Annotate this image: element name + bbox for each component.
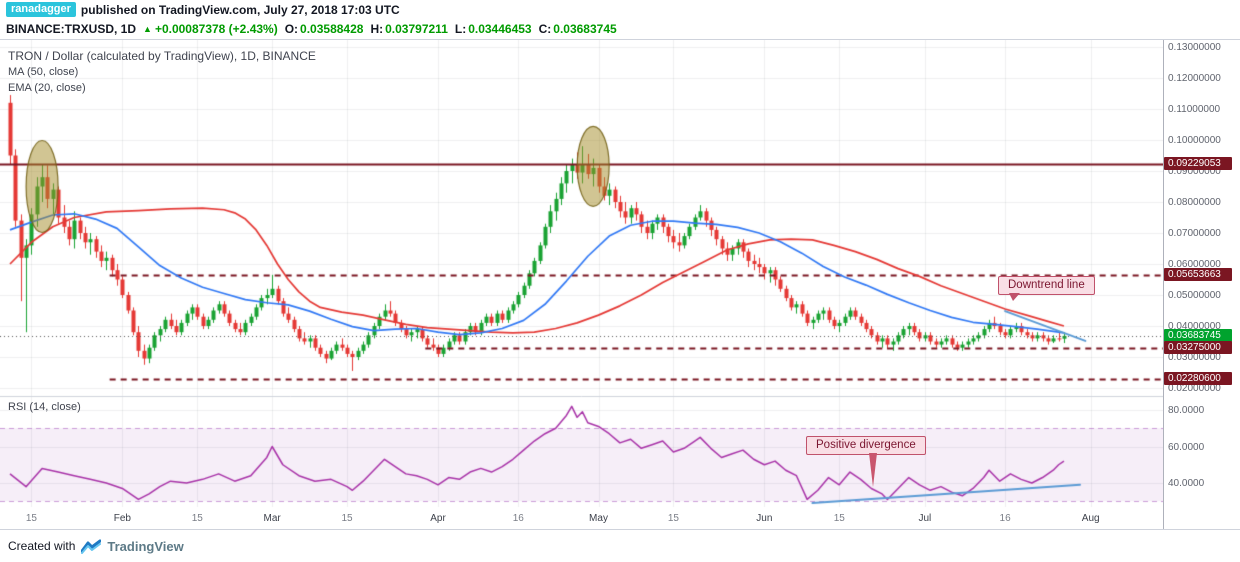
open-label: O: <box>284 22 299 36</box>
price-tick-label: 0.08000000 <box>1168 197 1221 208</box>
tradingview-brand[interactable]: TradingView <box>107 538 184 554</box>
price-tick-label: 0.10000000 <box>1168 135 1221 146</box>
ohlc-low: L: 0.03446453 <box>455 22 532 36</box>
downtrend-callout[interactable]: Downtrend line <box>998 276 1095 301</box>
price-tick-label: 0.12000000 <box>1168 73 1221 84</box>
publish-bar: ranadagger published on TradingView.com,… <box>0 0 1240 19</box>
time-tick-label: Jul <box>918 513 932 524</box>
close-label: C: <box>538 22 552 36</box>
downtrend-callout-label: Downtrend line <box>1008 279 1085 291</box>
close-value: 0.03683745 <box>553 22 617 36</box>
price-tick-label: 0.11000000 <box>1168 104 1221 115</box>
time-tick-label: Aug <box>1081 513 1100 524</box>
level-price-badge: 0.09229053 <box>1164 156 1232 170</box>
time-tick-label: 16 <box>512 513 524 524</box>
time-tick-label: 15 <box>191 513 203 524</box>
created-with-label: Created with <box>8 539 76 553</box>
price-axis[interactable]: 0.13000000 0.12000000 0.11000000 0.10000000… <box>1163 40 1240 529</box>
chart-area: TRON / Dollar (calculated by TradingView… <box>0 39 1240 530</box>
rsi-tick-label: 60.0000 <box>1168 441 1205 453</box>
low-value: 0.03446453 <box>468 22 532 36</box>
ohlc-open: O: 0.03588428 <box>285 22 364 36</box>
ma-legend[interactable]: MA (50, close) <box>8 66 79 78</box>
time-tick-label: 15 <box>667 513 679 524</box>
chart-canvas[interactable] <box>0 40 1163 508</box>
chart-title: TRON / Dollar (calculated by TradingView… <box>8 49 316 63</box>
up-triangle-icon: ▲ <box>143 24 152 34</box>
price-tick-label: 0.09000000 <box>1168 166 1221 177</box>
price-tick-label: 0.06000000 <box>1168 259 1221 270</box>
price-tick-label: 0.02000000 <box>1168 383 1221 394</box>
rsi-tick-label: 80.0000 <box>1168 405 1205 416</box>
level-price-badge: 0.05653663 <box>1164 267 1232 281</box>
time-tick-label: 15 <box>25 513 37 524</box>
price-tick-label: 0.07000000 <box>1168 228 1221 239</box>
time-tick-label: Apr <box>430 513 446 524</box>
price-change: +0.00087378 (+2.43%) <box>154 22 278 36</box>
time-tick-label: Jun <box>756 513 773 524</box>
price-tick-label: 0.04000000 <box>1168 321 1221 332</box>
divergence-callout[interactable]: Positive divergence <box>806 436 926 487</box>
ohlc-close: C: 0.03683745 <box>539 22 617 36</box>
ema-legend[interactable]: EMA (20, close) <box>8 82 86 94</box>
level-price-badge: 0.02280600 <box>1164 372 1232 386</box>
time-tick-label: Feb <box>113 513 131 524</box>
ohlc-high: H: 0.03797211 <box>370 22 447 36</box>
low-label: L: <box>454 22 467 36</box>
price-tick-label: 0.03000000 <box>1168 352 1221 363</box>
rsi-legend[interactable]: RSI (14, close) <box>8 401 81 413</box>
level-price-badge: 0.03275000 <box>1164 341 1232 355</box>
time-tick-label: May <box>589 513 608 524</box>
high-label: H: <box>370 22 384 36</box>
high-value: 0.03797211 <box>385 22 448 36</box>
open-value: 0.03588428 <box>300 22 364 36</box>
symbol-bar: BINANCE:TRXUSD, 1D ▲ +0.00087378 (+2.43%… <box>0 19 1240 39</box>
time-tick-label: 16 <box>999 513 1011 524</box>
attribution-footer: Created with TradingView <box>0 530 1240 562</box>
time-tick-label: 15 <box>341 513 353 524</box>
symbol-name: BINANCE:TRXUSD, 1D <box>6 22 137 36</box>
author-badge[interactable]: ranadagger <box>6 2 76 17</box>
last-price-badge: 0.03683745 <box>1164 328 1232 342</box>
price-tick-label: 0.13000000 <box>1168 42 1221 53</box>
time-axis[interactable]: 15 Feb 15 Mar 15 Apr 16 May 15 Jun 15 Jul 16 Aug <box>0 508 1163 529</box>
time-tick-label: Mar <box>263 513 281 524</box>
divergence-callout-label: Positive divergence <box>816 439 916 451</box>
tradingview-logo-icon <box>81 539 102 554</box>
rsi-tick-label: 40.0000 <box>1168 478 1205 489</box>
time-tick-label: 15 <box>833 513 845 524</box>
price-tick-label: 0.05000000 <box>1168 290 1221 301</box>
publish-info: published on TradingView.com, July 27, 2… <box>80 2 400 17</box>
